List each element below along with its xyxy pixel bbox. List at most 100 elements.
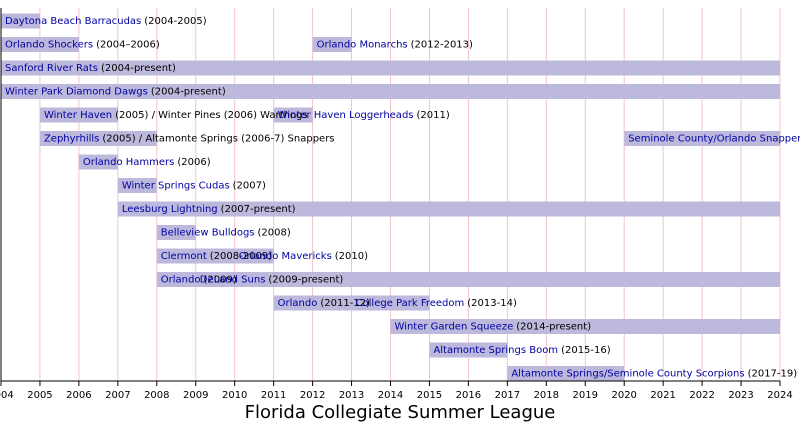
team-note: (2007) <box>233 181 266 192</box>
team-name: Sanford River Rats <box>5 63 98 74</box>
bar <box>273 295 352 311</box>
bar <box>1 84 780 99</box>
x-tick-label: 2023 <box>728 390 753 401</box>
bar <box>429 342 508 358</box>
x-tick-label: 2021 <box>650 390 675 401</box>
bar-label: Orlando Shockers (2004–2006) <box>5 40 160 51</box>
bar-label: Orlando Hammers (2006) <box>83 157 211 168</box>
bar-label: Orlando (2011-12) <box>278 298 370 309</box>
bar <box>117 201 781 217</box>
x-tick-label: 2015 <box>417 390 442 401</box>
x-tick-label: 2024 <box>767 390 792 401</box>
team-name: Clermont <box>161 251 207 262</box>
bar <box>273 107 313 123</box>
team-note: (2004-present) <box>151 87 226 98</box>
team-note: (2015-16) <box>561 345 611 356</box>
team-name: Zephyrhills <box>44 134 99 145</box>
bar <box>117 178 157 193</box>
bar-label: Daytona Beach Barracudas (2004-2005) <box>5 16 207 27</box>
chart-title: Florida Collegiate Summer League <box>245 402 556 423</box>
x-tick-label: 2004 <box>0 390 14 401</box>
team-note: (2014-present) <box>516 322 591 333</box>
bar <box>312 37 352 52</box>
x-tick-label: 2009 <box>183 390 208 401</box>
bar-label: Winter Haven (2005) / Winter Pines (2006)… <box>44 110 308 121</box>
x-tick-label: 2010 <box>222 390 247 401</box>
bar-label: DeLand Suns (2009-present) <box>200 275 344 286</box>
team-note: (2005) / Altamonte Springs (2006-7) Snap… <box>102 134 334 145</box>
bar-label: Altamonte Springs Boom (2015-16) <box>433 345 610 356</box>
team-name: Seminole County/Orlando Snappers <box>628 134 800 145</box>
x-tick-label: 2020 <box>611 390 636 401</box>
bar-label: Zephyrhills (2005) / Altamonte Springs (2… <box>44 134 335 145</box>
bar <box>1 13 40 29</box>
bar-label: Winter Park Diamond Dawgs (2004-present) <box>5 87 226 98</box>
x-tick-label: 2011 <box>261 390 286 401</box>
team-note: (2007-present) <box>221 204 296 215</box>
bar <box>78 154 118 170</box>
bar <box>1 37 79 52</box>
team-name: Winter Haven <box>44 110 112 121</box>
bar-label: Belleview Bulldogs (2008) <box>161 228 291 239</box>
team-name: Winter Springs Cudas <box>122 181 230 192</box>
team-note: (2013-14) <box>467 298 517 309</box>
team-note: (2004–2006) <box>96 40 160 51</box>
x-tick-label: 2019 <box>573 390 598 401</box>
bar-label: Orlando Monarchs (2012-2013) <box>317 40 473 51</box>
bar <box>507 366 625 381</box>
bar-label: Winter Garden Squeeze (2014-present) <box>395 322 592 333</box>
bar <box>156 272 196 287</box>
team-note: (2009-present) <box>268 275 343 286</box>
team-name: Daytona Beach Barracudas <box>5 16 141 27</box>
bar-label: Leesburg Lightning (2007-present) <box>122 204 296 215</box>
team-name: Orlando Mavericks <box>239 251 332 262</box>
x-tick-label: 2006 <box>66 390 91 401</box>
bar-label: Orlando Mavericks (2010) <box>239 251 368 262</box>
x-tick-label: 2012 <box>300 390 325 401</box>
bar-label: College Park Freedom (2013-14) <box>356 298 517 309</box>
team-note: (2012-2013) <box>411 40 473 51</box>
team-name: DeLand Suns <box>200 275 266 286</box>
team-note: (2011-12) <box>320 298 370 309</box>
bar-label: Sanford River Rats (2004-present) <box>5 63 176 74</box>
x-tick-label: 2013 <box>339 390 364 401</box>
bar <box>624 131 780 146</box>
bar <box>156 248 235 264</box>
team-note: (2008-2009) <box>210 251 272 262</box>
team-note: (2017-19) <box>748 369 798 380</box>
team-name: Orlando <box>161 275 201 286</box>
bar <box>234 248 274 264</box>
team-name: Belleview Bulldogs <box>161 228 255 239</box>
team-name: Leesburg Lightning <box>122 204 218 215</box>
team-name: Winter Garden Squeeze <box>395 322 514 333</box>
team-name: Altamonte Springs/Seminole County Scorpi… <box>511 369 744 380</box>
bar-label: Orlando (2009) <box>161 275 237 286</box>
x-tick-label: 2022 <box>689 390 714 401</box>
team-note: (2009) <box>204 275 237 286</box>
team-name: Winter Park Diamond Dawgs <box>5 87 148 98</box>
team-note: (2004-present) <box>101 63 176 74</box>
team-name: Orlando Monarchs <box>317 40 408 51</box>
bar <box>39 131 157 146</box>
bar-label: Altamonte Springs/Seminole County Scorpi… <box>511 369 797 380</box>
bar-label: Clermont (2008-2009) <box>161 251 272 262</box>
bar-label: Seminole County/Orlando Snappers( <box>628 134 800 145</box>
x-tick-label: 2016 <box>456 390 481 401</box>
bar <box>39 107 118 123</box>
bar <box>1 60 780 76</box>
bar <box>195 272 780 287</box>
x-tick-label: 2014 <box>378 390 403 401</box>
bar-label: Winter Haven Loggerheads (2011) <box>278 110 450 121</box>
bar <box>156 225 196 240</box>
labels: Daytona Beach Barracudas (2004-2005) Orlan… <box>5 16 800 380</box>
team-name: Orlando Hammers <box>83 157 174 168</box>
x-tick-label: 2007 <box>105 390 130 401</box>
team-note: (2006) <box>177 157 210 168</box>
bar-label: Winter Springs Cudas (2007) <box>122 181 266 192</box>
x-tick-label: 2005 <box>27 390 52 401</box>
x-tick-label: 2008 <box>144 390 169 401</box>
team-note: (2004-2005) <box>144 16 206 27</box>
bar <box>390 319 780 334</box>
bar <box>351 295 430 311</box>
bars <box>1 13 781 381</box>
